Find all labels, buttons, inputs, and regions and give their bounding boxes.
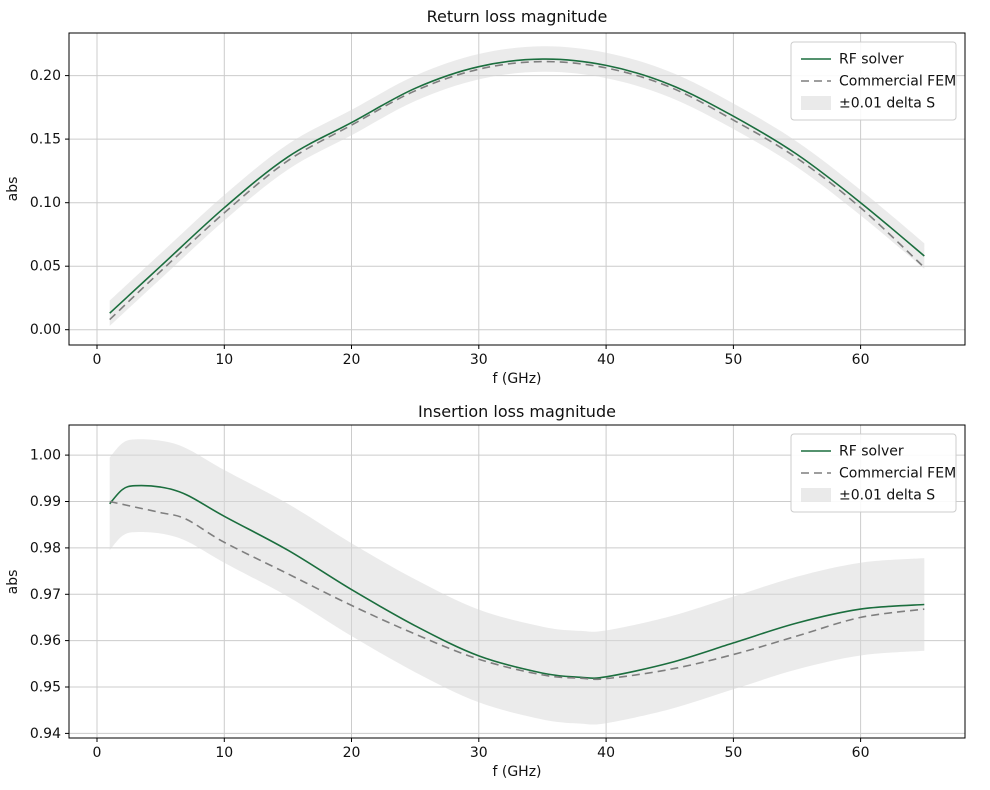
insertion-loss-chart: 0 10 20 30 40 50 60 0.94 0.95 0.96 0.97 0.98 0.99 1.0… [5, 402, 966, 780]
legend-label: Commercial FEM [839, 74, 956, 90]
y-tick-label: 0.05 [30, 259, 61, 275]
x-tick-label: 20 [343, 352, 361, 368]
legend-box [790, 41, 957, 121]
y-tick-label: 0.96 [30, 633, 61, 649]
y-tick-label: 1.00 [30, 448, 61, 464]
x-tick-label: 60 [852, 745, 870, 761]
legend-label: ±0.01 delta S [839, 96, 935, 112]
y-tick-label: 0.10 [30, 195, 61, 211]
chart-title: Insertion loss magnitude [418, 402, 616, 421]
chart-title: Return loss magnitude [427, 7, 608, 26]
y-tick-label: 0.15 [30, 132, 61, 148]
x-tick-label: 10 [215, 352, 233, 368]
x-tick-label: 50 [724, 745, 742, 761]
y-tick-label: 0.98 [30, 540, 61, 556]
insertion-loss-plot-area: 0 10 20 30 40 50 60 0.94 0.95 0.96 0.97 0.98 0.99 1.0… [30, 424, 966, 761]
x-axis-label: f (GHz) [492, 764, 541, 780]
plot-border [68, 32, 966, 346]
x-tick-label: 40 [597, 352, 615, 368]
series-rf-solver [109, 58, 925, 314]
y-axis-label: abs [5, 177, 21, 202]
series-commercial-fem [109, 500, 925, 681]
y-tick-label: 0.99 [30, 494, 61, 510]
y-tick-label: 0.20 [30, 68, 61, 84]
x-tick-label: 30 [470, 352, 488, 368]
legend-label: ±0.01 delta S [839, 488, 935, 504]
x-tick-label: 50 [724, 352, 742, 368]
x-tick-label: 10 [215, 745, 233, 761]
y-tick-label: 0.00 [30, 322, 61, 338]
legend-box [790, 433, 957, 513]
legend-patch-sample [801, 488, 831, 502]
legend-label: RF solver [839, 52, 904, 68]
series-rf-solver [109, 484, 925, 679]
legend-patch-sample [801, 96, 831, 110]
legend-label: RF solver [839, 444, 904, 460]
x-tick-label: 0 [93, 745, 102, 761]
legend-label: Commercial FEM [839, 466, 956, 482]
return-loss-plot-area: 0 10 20 30 40 50 60 0.00 0.05 0.10 0.15 0.20 RF solv… [30, 32, 966, 368]
uncertainty-band [109, 46, 925, 326]
x-tick-label: 20 [343, 745, 361, 761]
series-commercial-fem [109, 60, 925, 321]
x-tick-label: 40 [597, 745, 615, 761]
y-axis-label: abs [5, 570, 21, 595]
plot-border [68, 424, 966, 739]
y-tick-label: 0.97 [30, 587, 61, 603]
x-tick-label: 0 [93, 352, 102, 368]
uncertainty-band [109, 439, 925, 725]
x-tick-label: 30 [470, 745, 488, 761]
x-tick-label: 60 [852, 352, 870, 368]
x-axis-label: f (GHz) [492, 371, 541, 387]
return-loss-chart: 0 10 20 30 40 50 60 0.00 0.05 0.10 0.15 0.20 RF solv… [5, 7, 966, 387]
y-tick-label: 0.94 [30, 726, 61, 742]
y-tick-label: 0.95 [30, 680, 61, 696]
